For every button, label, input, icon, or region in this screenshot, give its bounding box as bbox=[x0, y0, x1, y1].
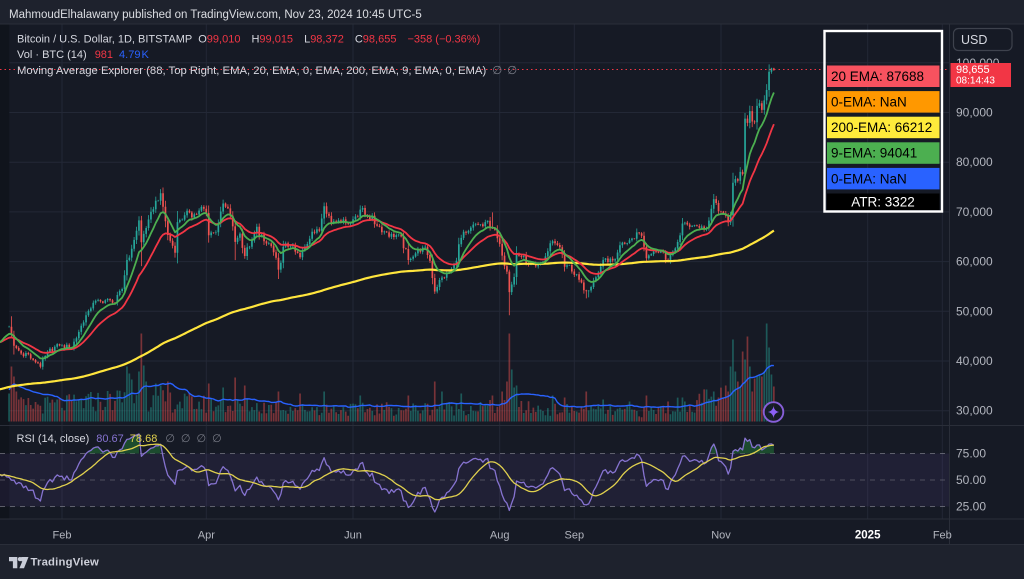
svg-text:98,655: 98,655 bbox=[956, 64, 990, 76]
svg-text:30,000: 30,000 bbox=[956, 404, 993, 418]
svg-text:0-EMA: NaN: 0-EMA: NaN bbox=[831, 171, 907, 186]
svg-text:ATR: 3322: ATR: 3322 bbox=[851, 194, 915, 209]
svg-text:TradingView: TradingView bbox=[31, 557, 100, 569]
svg-text:25.00: 25.00 bbox=[956, 500, 986, 514]
svg-text:Feb: Feb bbox=[933, 530, 952, 542]
svg-text:70,000: 70,000 bbox=[956, 205, 993, 219]
svg-text:50.00: 50.00 bbox=[956, 473, 986, 487]
svg-text:40,000: 40,000 bbox=[956, 354, 993, 368]
svg-text:Bitcoin / U.S. Dollar, 1D, BIT: Bitcoin / U.S. Dollar, 1D, BITSTAMP O99,0… bbox=[17, 34, 480, 46]
svg-text:9-EMA: 94041: 9-EMA: 94041 bbox=[831, 146, 917, 161]
svg-text:Sep: Sep bbox=[565, 530, 585, 542]
svg-text:20 EMA: 87688: 20 EMA: 87688 bbox=[831, 69, 924, 84]
svg-text:Aug: Aug bbox=[490, 530, 510, 542]
svg-text:2025: 2025 bbox=[855, 530, 881, 542]
svg-text:90,000: 90,000 bbox=[956, 106, 993, 120]
svg-text:0-EMA: NaN: 0-EMA: NaN bbox=[831, 95, 907, 110]
svg-text:Moving Average Explorer (88, T: Moving Average Explorer (88, Top Right, … bbox=[17, 65, 517, 77]
svg-text:200-EMA: 66212: 200-EMA: 66212 bbox=[831, 120, 932, 135]
svg-text:60,000: 60,000 bbox=[956, 255, 993, 269]
svg-text:50,000: 50,000 bbox=[956, 304, 993, 318]
svg-text:Feb: Feb bbox=[53, 530, 72, 542]
svg-text:USD: USD bbox=[961, 33, 987, 47]
svg-text:80,000: 80,000 bbox=[956, 155, 993, 169]
svg-text:75.00: 75.00 bbox=[956, 447, 986, 461]
svg-text:Apr: Apr bbox=[198, 530, 215, 542]
svg-text:Jun: Jun bbox=[344, 530, 362, 542]
svg-text:MahmoudElhalawany published on: MahmoudElhalawany published on TradingVi… bbox=[9, 9, 422, 21]
svg-text:Nov: Nov bbox=[711, 530, 731, 542]
svg-text:08:14:43: 08:14:43 bbox=[956, 76, 995, 87]
